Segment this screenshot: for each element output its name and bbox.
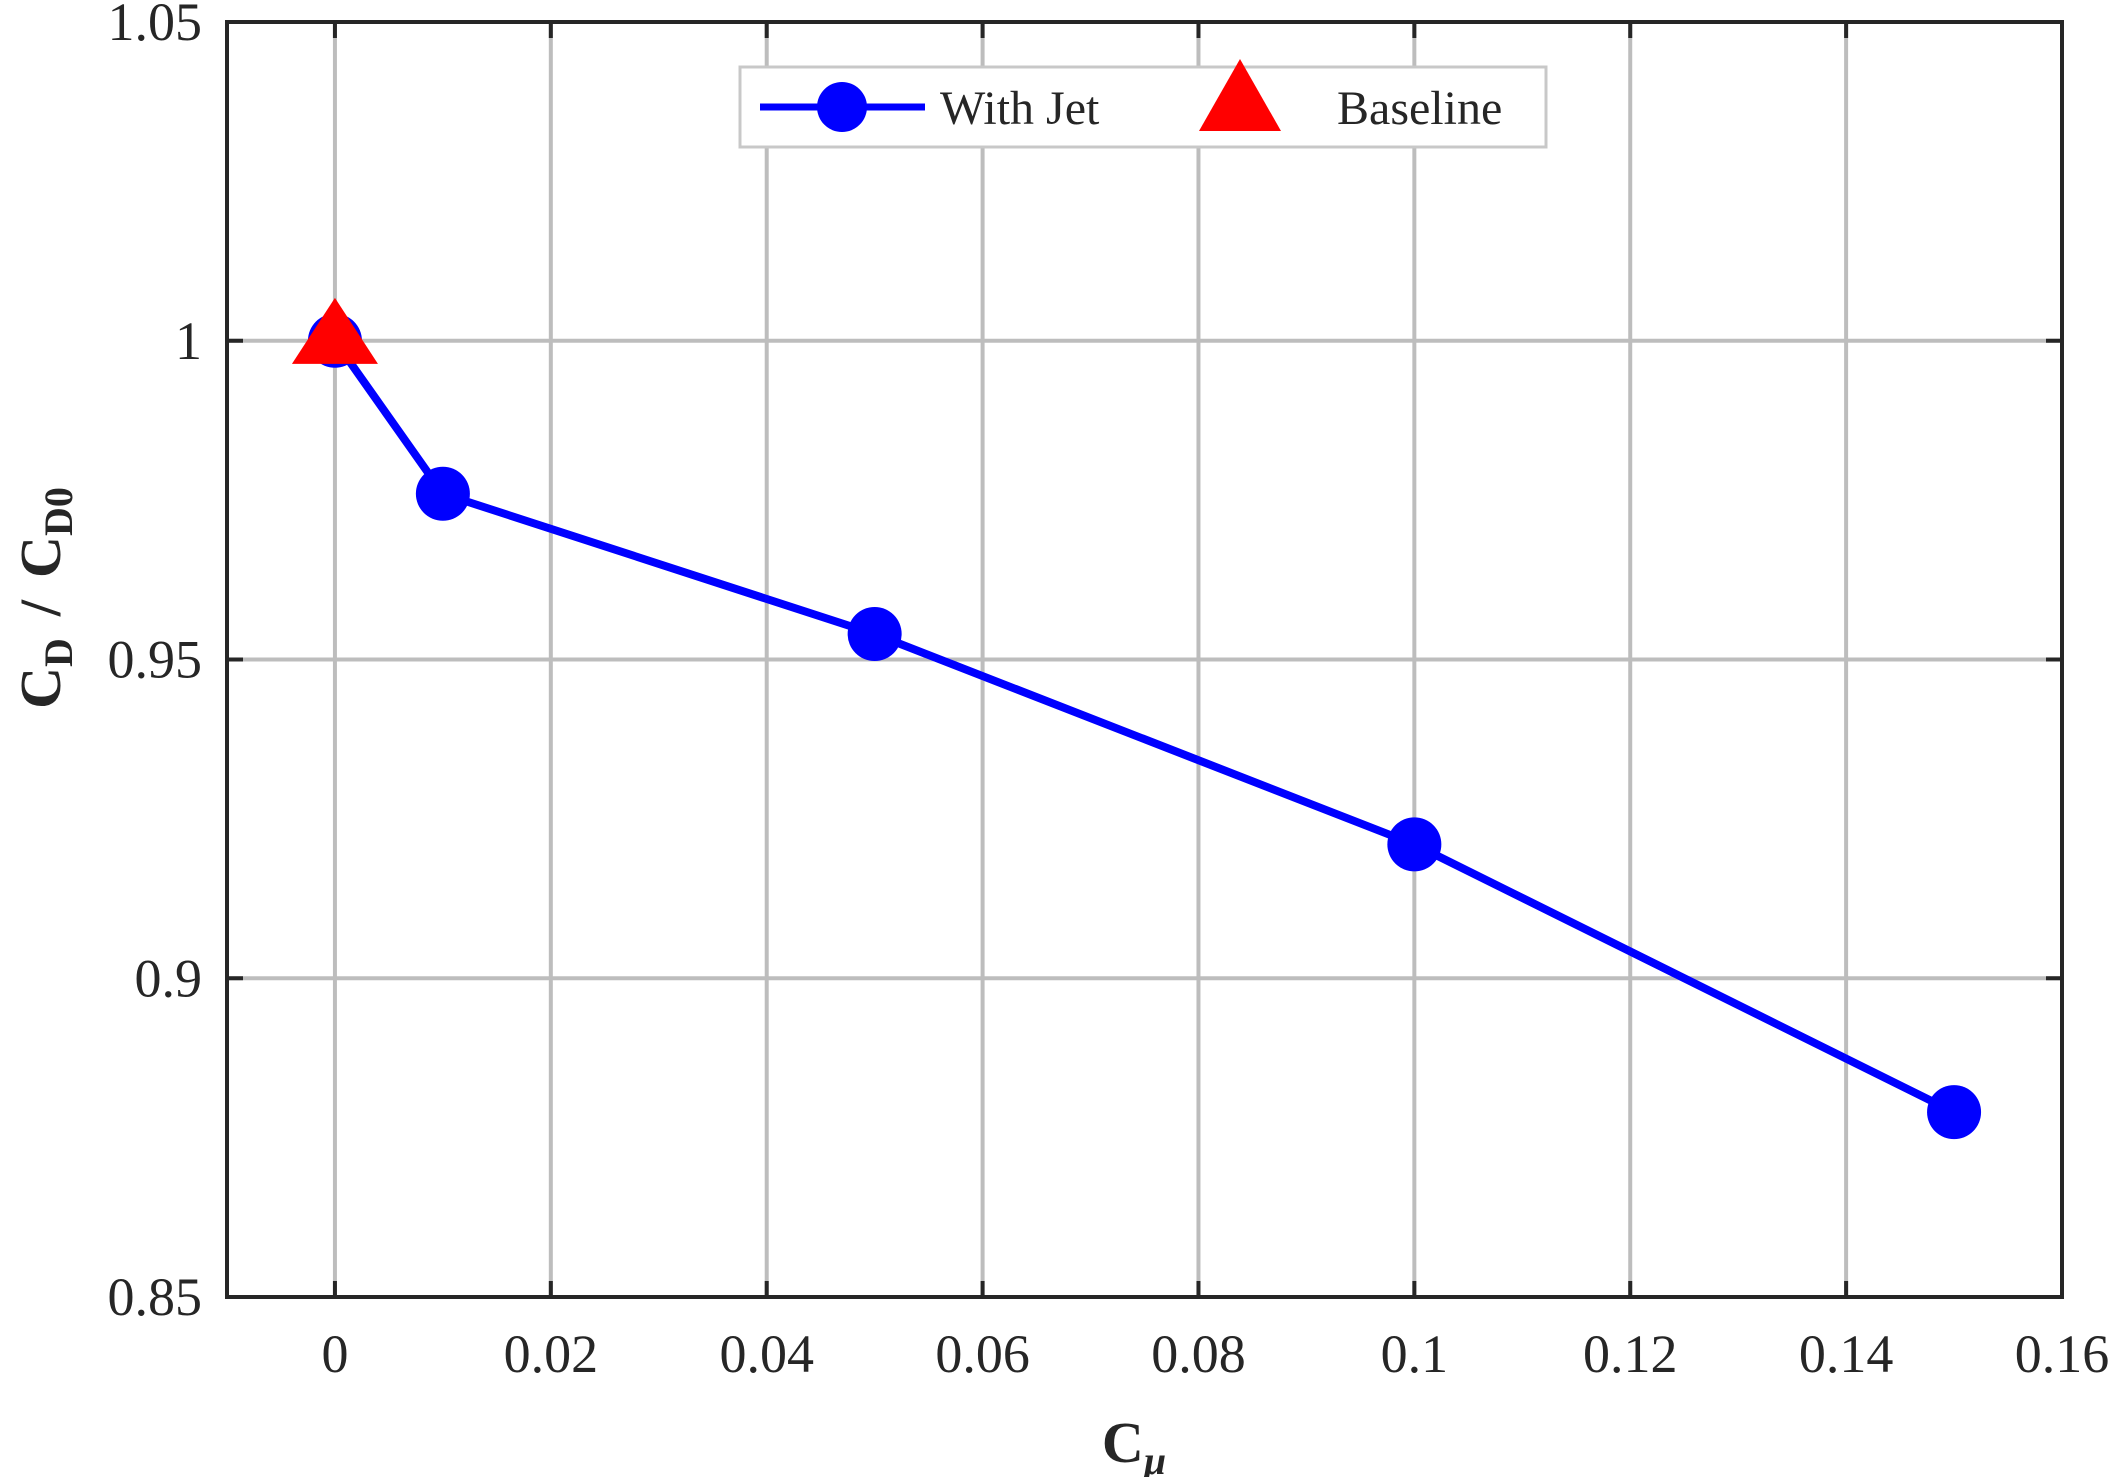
y-axis-label-den-sub: D0 [36, 487, 81, 536]
x-tick-label: 0.02 [504, 1324, 599, 1384]
y-axis-label-num-main: C [8, 667, 73, 709]
y-tick-label: 1 [175, 311, 202, 371]
x-tick-label: 0.16 [2015, 1324, 2110, 1384]
data-point-with-jet [415, 466, 470, 521]
x-axis-label-sub: μ [1142, 1438, 1166, 1477]
data-point-with-jet [847, 607, 902, 661]
y-axis-label-den-main: C [8, 536, 73, 578]
y-tick-label: 0.95 [108, 630, 203, 690]
y-axis-label: CD/CD0 [8, 487, 81, 709]
y-tick-label: 1.05 [108, 0, 203, 52]
x-axis-label: Cμ [1102, 1410, 1166, 1477]
series-line-0 [331, 338, 1956, 1116]
legend: With Jet Baseline [738, 59, 1548, 149]
x-tick-labels: 0 0.02 0.04 0.06 0.08 0.1 0.12 0.14 0.16 [321, 1324, 2109, 1384]
x-tick-label: 0.1 [1381, 1324, 1449, 1384]
y-tick-label: 0.9 [135, 948, 203, 1008]
legend-with-jet-label: With Jet [940, 82, 1100, 135]
grid [227, 22, 2064, 1297]
x-tick-label: 0.04 [719, 1324, 814, 1384]
legend-with-jet-marker [817, 82, 867, 132]
markers-layer [291, 297, 1982, 1140]
x-tick-label: 0.12 [1583, 1324, 1678, 1384]
x-tick-label: 0.08 [1151, 1324, 1246, 1384]
x-tick-label: 0 [321, 1324, 348, 1384]
legend-baseline-label: Baseline [1337, 82, 1502, 135]
series-line-layer [331, 338, 1956, 1116]
y-tick-labels: 0.85 0.9 0.95 1 1.05 [108, 0, 203, 1327]
y-axis-label-sep: / [8, 599, 73, 617]
y-tick-label: 0.85 [108, 1267, 203, 1327]
legend-baseline-marker [1199, 59, 1281, 131]
x-axis-label-main: C [1102, 1410, 1144, 1475]
data-point-with-jet [1387, 817, 1442, 872]
axis-ticks [227, 20, 2064, 1299]
x-tick-label: 0.14 [1799, 1324, 1894, 1384]
data-point-with-jet [1927, 1085, 1982, 1140]
y-axis-label-num-sub: D [36, 638, 81, 667]
x-tick-label: 0.06 [935, 1324, 1030, 1384]
data-point-baseline [291, 297, 378, 364]
